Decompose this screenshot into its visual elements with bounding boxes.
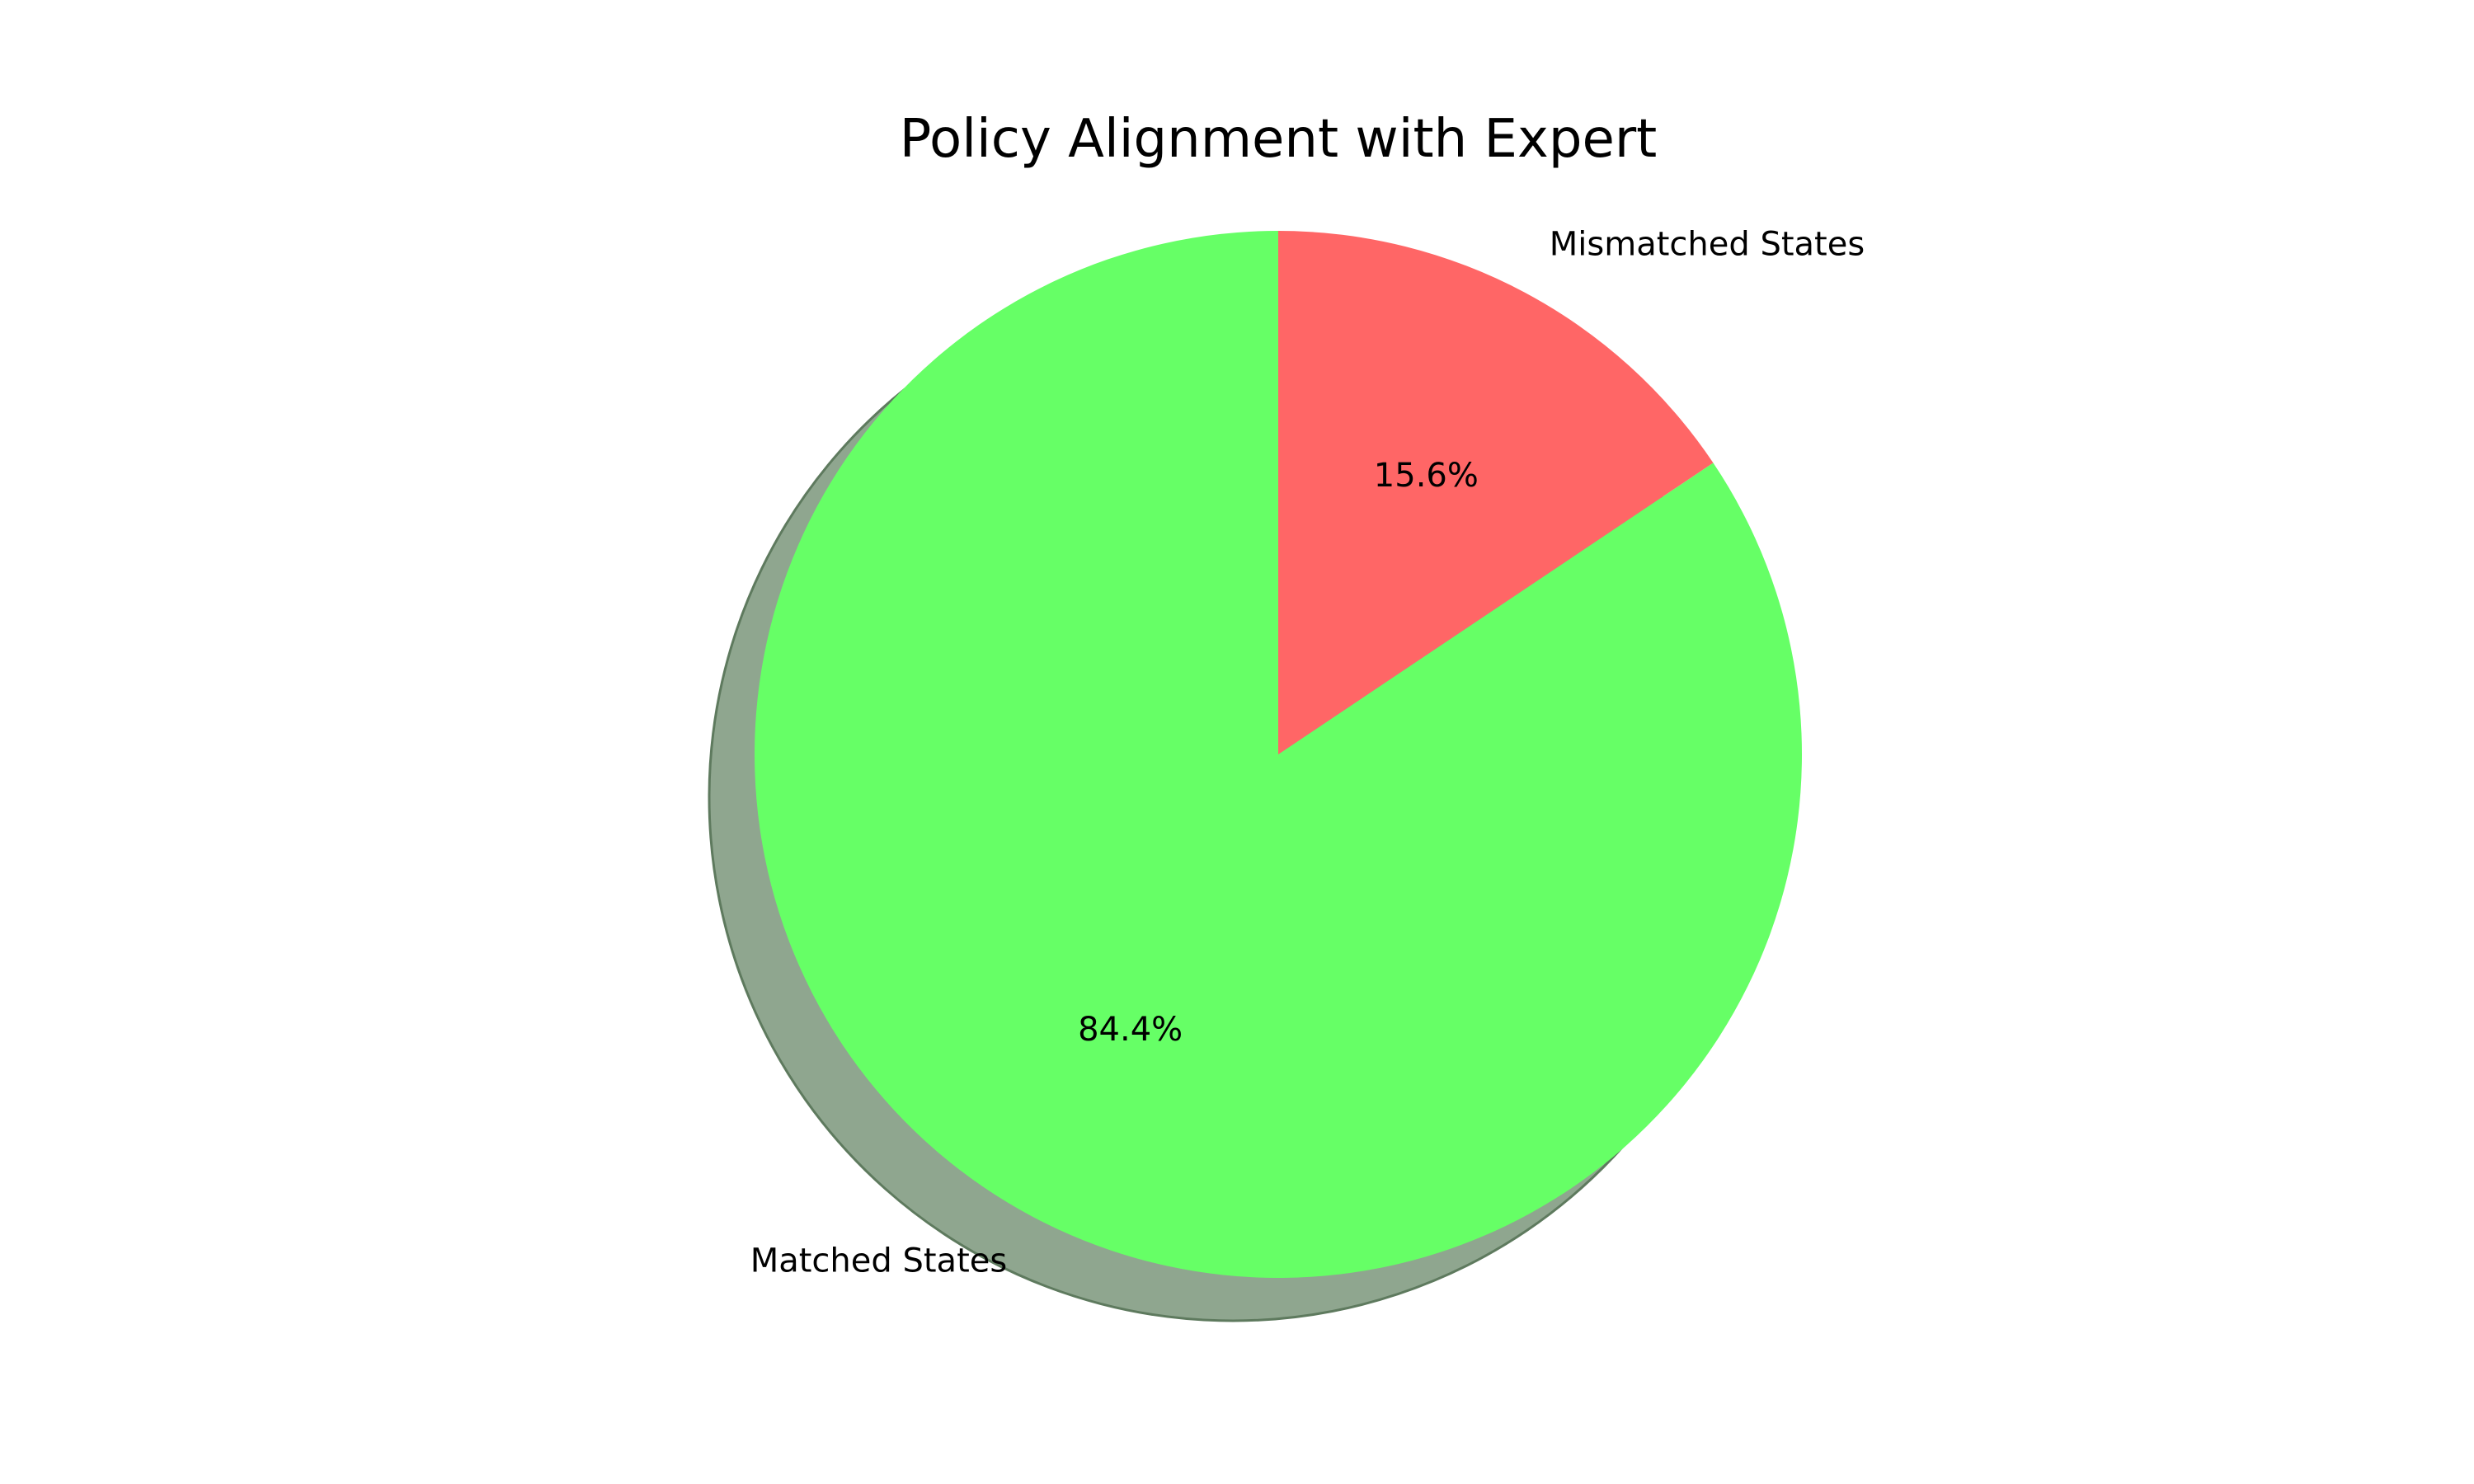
pie-slice-layer [755, 231, 1803, 1279]
slice-percent-label: 15.6% [1374, 457, 1479, 495]
pie-slice-matched-states [755, 231, 1803, 1279]
slice-category-label: Matched States [750, 1242, 1007, 1280]
pie-label-layer: Matched States 84.4% Mismatched States 15.6… [750, 226, 1865, 1280]
slice-category-label: Mismatched States [1550, 226, 1865, 264]
chart-title: Policy Alignment with Expert [900, 109, 1658, 170]
slice-percent-label: 84.4% [1078, 1011, 1183, 1049]
pie-slice-mismatched-states [1278, 231, 1714, 754]
